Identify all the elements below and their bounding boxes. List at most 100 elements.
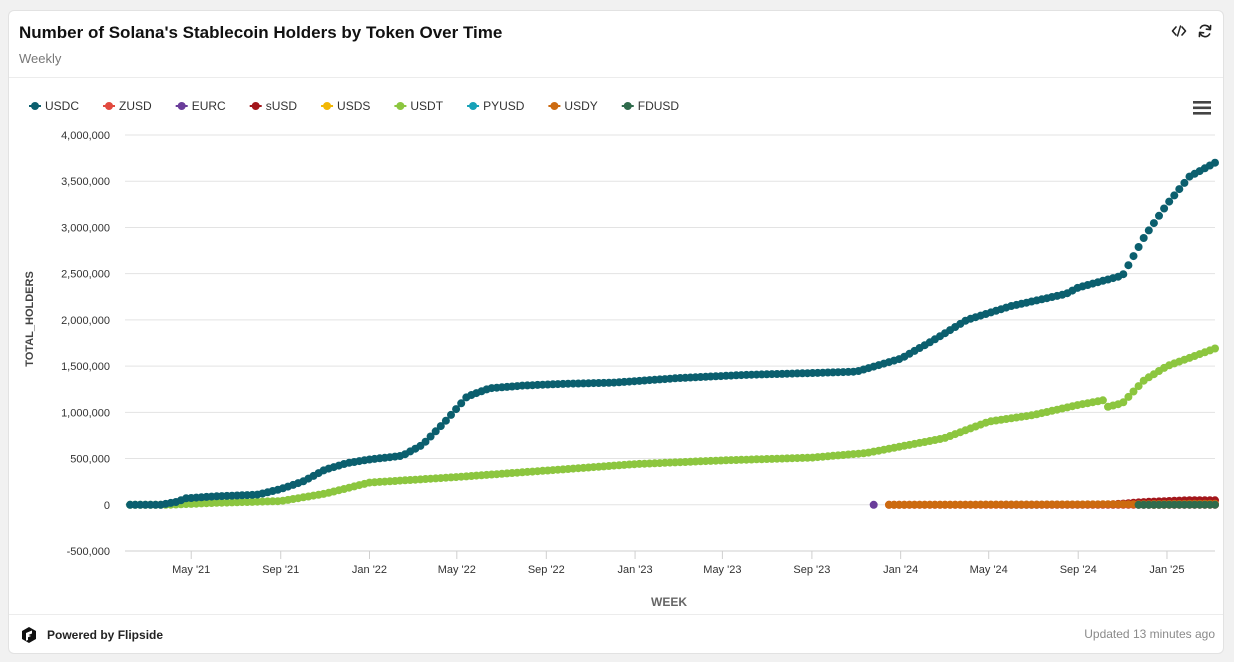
x-tick-label: Jan '24: [883, 564, 918, 576]
legend-item-usdc[interactable]: USDC: [29, 99, 79, 113]
y-tick-label: 1,500,000: [61, 361, 110, 373]
legend-label: EURC: [192, 99, 226, 113]
brand-label: Powered by Flipside: [47, 628, 164, 642]
data-point[interactable]: [426, 432, 435, 441]
data-point[interactable]: [1165, 197, 1174, 206]
legend-marker: [550, 102, 559, 110]
x-axis-title: WEEK: [651, 595, 687, 609]
legend-label: sUSD: [266, 99, 298, 113]
data-point[interactable]: [869, 500, 878, 509]
legend-marker: [623, 102, 632, 110]
data-point[interactable]: [1124, 261, 1133, 270]
y-tick-label: 3,000,000: [61, 222, 110, 234]
y-tick-label: 4,000,000: [61, 130, 110, 142]
header-actions: [1171, 23, 1213, 39]
data-point[interactable]: [1124, 392, 1133, 401]
x-tick-label: Sep '24: [1060, 564, 1097, 576]
flipside-logo: [22, 627, 36, 643]
card-footer: Powered by Flipside Updated 13 minutes a…: [9, 614, 1223, 653]
data-point[interactable]: [1134, 382, 1143, 391]
data-point[interactable]: [1160, 204, 1169, 213]
data-point[interactable]: [1134, 243, 1143, 251]
legend-marker: [251, 102, 260, 110]
legend-marker: [177, 102, 186, 110]
legend-label: PYUSD: [483, 99, 525, 113]
data-point[interactable]: [1180, 178, 1189, 187]
data-point[interactable]: [1119, 398, 1128, 407]
plot-area: [126, 158, 1219, 509]
data-point[interactable]: [1129, 252, 1138, 261]
legend-label: ZUSD: [119, 99, 152, 113]
data-point[interactable]: [1129, 387, 1138, 396]
data-point[interactable]: [1139, 234, 1148, 242]
legend-item-usdt[interactable]: USDT: [394, 99, 444, 113]
updated-timestamp: Updated 13 minutes ago: [1084, 627, 1215, 641]
x-tick-label: May '21: [172, 564, 210, 576]
data-point[interactable]: [1170, 191, 1179, 200]
data-point[interactable]: [1149, 219, 1158, 228]
y-tick-label: 2,500,000: [61, 269, 110, 281]
data-point[interactable]: [436, 422, 445, 431]
code-icon[interactable]: [1171, 23, 1187, 39]
legend-label: USDT: [410, 99, 443, 113]
y-axis-title: TOTAL_HOLDERS: [24, 271, 36, 367]
data-point[interactable]: [1155, 211, 1163, 220]
x-tick-label: Jan '25: [1149, 564, 1184, 576]
legend-label: USDC: [45, 99, 79, 113]
legend-item-eurc[interactable]: EURC: [175, 99, 226, 113]
data-point[interactable]: [1175, 185, 1184, 194]
x-tick-label: Jan '22: [352, 564, 387, 576]
legend-item-usds[interactable]: USDS: [321, 99, 370, 113]
chart-title: Number of Solana's Stablecoin Holders by…: [19, 23, 503, 42]
y-tick-label: -500,000: [67, 546, 110, 558]
x-tick-label: May '22: [438, 564, 476, 576]
data-point[interactable]: [1211, 158, 1219, 167]
chart-area: USDC ZUSD EURC sUSD USDS USDT PYUSD USDY FDUSD -…: [9, 78, 1225, 616]
y-axis: -500,000 0 500,000 1,000,000 1,500,000 2,000,…: [61, 130, 110, 558]
data-point[interactable]: [1211, 344, 1219, 353]
legend-marker: [469, 102, 478, 110]
data-point[interactable]: [447, 410, 455, 419]
data-point[interactable]: [431, 427, 440, 436]
x-tick-label: Sep '21: [262, 564, 299, 576]
flipside-brand[interactable]: Powered by Flipside: [19, 625, 163, 645]
x-tick-label: May '23: [703, 564, 741, 576]
x-tick-label: Sep '22: [528, 564, 565, 576]
series-usdt: [126, 344, 1219, 509]
data-point[interactable]: [421, 437, 430, 446]
data-point[interactable]: [1119, 270, 1128, 279]
legend-item-usdy[interactable]: USDY: [548, 99, 598, 113]
menu-icon[interactable]: [1193, 101, 1211, 115]
data-point[interactable]: [1211, 500, 1219, 509]
legend-item-susd[interactable]: sUSD: [249, 99, 298, 113]
data-point[interactable]: [457, 399, 466, 408]
y-tick-label: 3,500,000: [61, 176, 110, 188]
x-tick-label: Sep '23: [793, 564, 830, 576]
legend-item-fdusd[interactable]: FDUSD: [621, 99, 680, 113]
x-tick-label: Jan '23: [618, 564, 653, 576]
legend-label: USDY: [564, 99, 597, 113]
legend-marker: [31, 102, 39, 110]
data-point[interactable]: [1098, 396, 1107, 405]
legend-marker: [323, 102, 332, 110]
legend-label: USDS: [337, 99, 370, 113]
data-point[interactable]: [1144, 226, 1153, 235]
x-tick-label: May '24: [970, 564, 1008, 576]
data-point[interactable]: [452, 405, 461, 414]
series-fdusd: [1134, 500, 1219, 509]
series-eurc: [869, 500, 878, 509]
y-tick-label: 2,000,000: [61, 315, 110, 327]
card-header: Number of Solana's Stablecoin Holders by…: [9, 11, 1223, 78]
legend-item-zusd[interactable]: ZUSD: [103, 99, 152, 113]
y-tick-label: 500,000: [70, 454, 110, 466]
chart-card: Number of Solana's Stablecoin Holders by…: [8, 10, 1224, 654]
legend: USDC ZUSD EURC sUSD USDS USDT PYUSD USDY FDUSD: [29, 99, 679, 113]
legend-item-pyusd[interactable]: PYUSD: [467, 99, 525, 113]
data-point[interactable]: [441, 416, 450, 425]
legend-marker: [396, 102, 405, 110]
series-usdc: [126, 158, 1219, 509]
chart-svg: USDC ZUSD EURC sUSD USDS USDT PYUSD USDY FDUSD -…: [24, 99, 1219, 609]
legend-marker: [105, 102, 114, 110]
refresh-icon[interactable]: [1197, 23, 1213, 39]
y-tick-label: 0: [104, 500, 110, 512]
